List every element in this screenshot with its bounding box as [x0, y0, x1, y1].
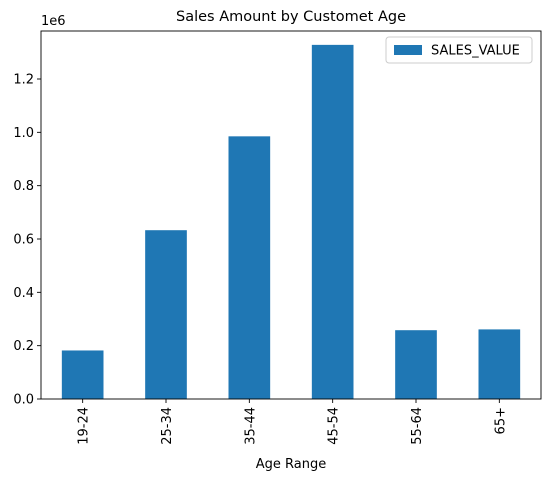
x-tick-label: 45-54: [327, 407, 342, 445]
x-tick-label: 19-24: [77, 407, 92, 445]
y-tick-label: 1.2: [13, 73, 34, 88]
y-tick-label: 1.0: [13, 126, 34, 141]
y-tick-label: 0.8: [13, 179, 34, 194]
x-tick-label: 35-44: [243, 407, 258, 445]
y-tick-label: 0.6: [13, 233, 34, 248]
bar-25-34: [145, 230, 187, 399]
legend-label: SALES_VALUE: [431, 44, 520, 59]
y-tick-label: 0.2: [13, 339, 34, 354]
y-tick-label: 0.0: [13, 393, 34, 408]
y-tick-label: 0.4: [13, 286, 34, 301]
axes-frame: [40, 30, 542, 400]
bar-45-54: [311, 44, 354, 399]
chart-title: Sales Amount by Customet Age: [176, 9, 406, 25]
x-axis-label: Age Range: [256, 457, 326, 472]
bar-19-24: [61, 350, 104, 399]
bar-35-44: [228, 136, 271, 400]
x-tick-label: 25-34: [160, 407, 175, 445]
plot-area: 0.0 0.2 0.4 0.6 0.8 1.0 1.2 19-24 25-34 35-44 45-5…: [13, 30, 542, 445]
legend-box: [385, 36, 533, 64]
x-tick-label: 55-64: [410, 407, 425, 445]
y-axis-scale-label: 1e6: [41, 14, 66, 29]
legend-swatch: [394, 45, 422, 55]
x-tick-label: 65+: [493, 407, 508, 434]
bar-55-64: [395, 330, 437, 399]
bar-65+: [478, 329, 521, 399]
